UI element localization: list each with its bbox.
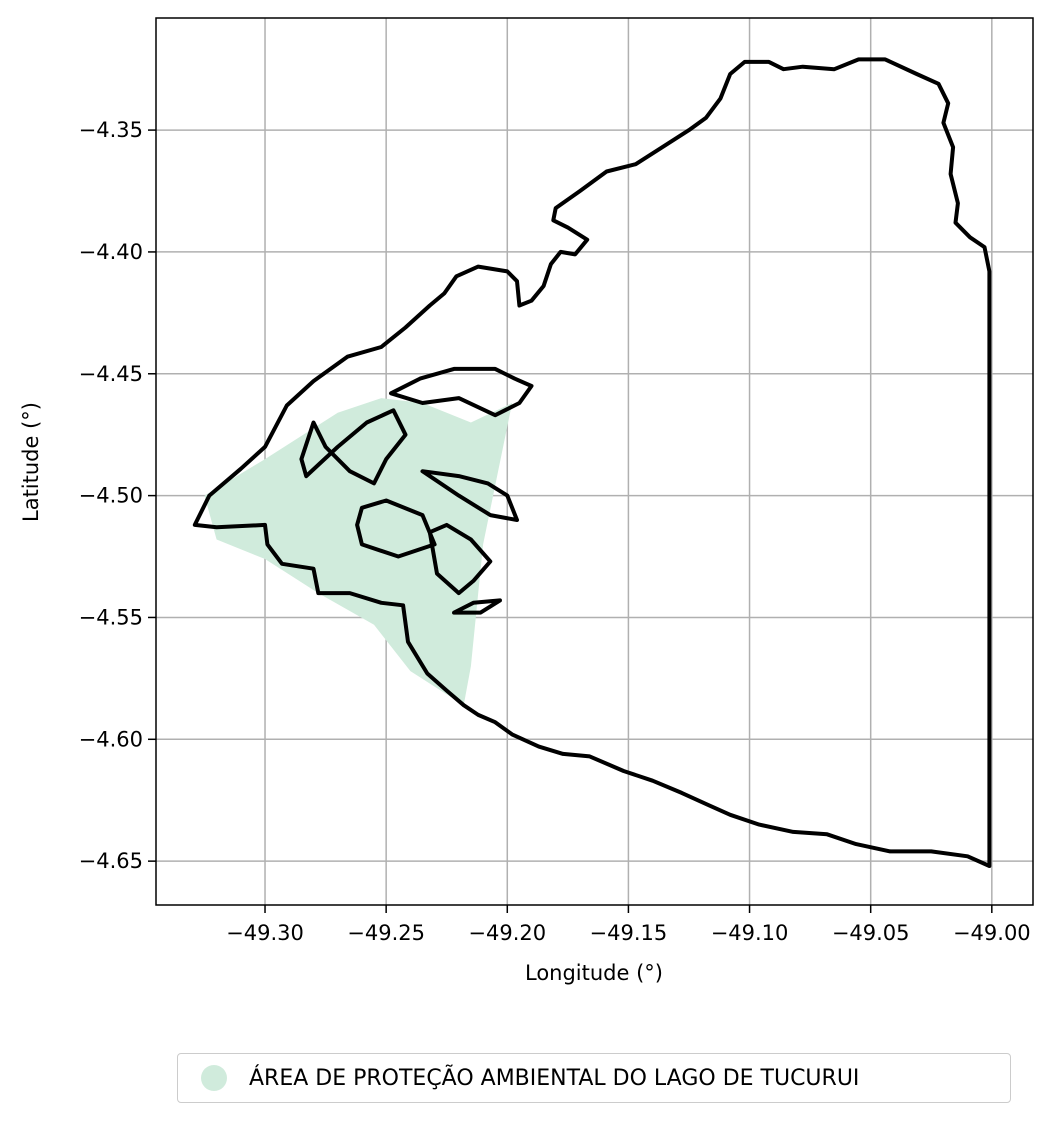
- boundary-outline: [192, 57, 992, 868]
- y-axis: −4.35 −4.40 −4.45 −4.50 −4.55 −4.60 −4.65: [79, 118, 156, 873]
- x-tick-label: −49.10: [711, 921, 789, 945]
- island-outline: [420, 469, 519, 522]
- y-tick-label: −4.35: [79, 118, 143, 142]
- x-axis: −49.30 −49.25 −49.20 −49.15 −49.10 −49.05 −49.…: [226, 905, 1031, 945]
- island-outline: [355, 498, 437, 559]
- x-tick-label: −49.00: [953, 921, 1031, 945]
- x-tick-label: −49.30: [226, 921, 304, 945]
- y-axis-label: Latitude (°): [19, 402, 43, 522]
- y-tick-label: −4.65: [79, 849, 143, 873]
- y-tick-label: −4.40: [79, 240, 143, 264]
- legend-label: ÁREA DE PROTEÇÃO AMBIENTAL DO LAGO DE TU…: [249, 1065, 860, 1091]
- y-tick-label: −4.50: [79, 484, 143, 508]
- island-outline: [299, 408, 408, 486]
- x-axis-label: Longitude (°): [525, 961, 663, 985]
- x-tick-label: −49.20: [468, 921, 546, 945]
- apa-area-layer: [204, 398, 513, 706]
- x-tick-label: −49.25: [347, 921, 425, 945]
- island-outline: [389, 366, 534, 418]
- x-tick-label: −49.15: [590, 921, 668, 945]
- island-outline: [427, 522, 493, 596]
- boundary-outline-layer: [192, 57, 992, 868]
- legend-marker-icon: [201, 1065, 227, 1091]
- y-tick-label: −4.60: [79, 727, 143, 751]
- island-outline: [452, 598, 502, 615]
- y-tick-label: −4.45: [79, 362, 143, 386]
- y-tick-label: −4.55: [79, 605, 143, 629]
- plot-frame: [155, 17, 1034, 906]
- x-tick-label: −49.05: [832, 921, 910, 945]
- legend: ÁREA DE PROTEÇÃO AMBIENTAL DO LAGO DE TU…: [177, 1053, 1011, 1103]
- apa-area-polygon: [204, 398, 513, 706]
